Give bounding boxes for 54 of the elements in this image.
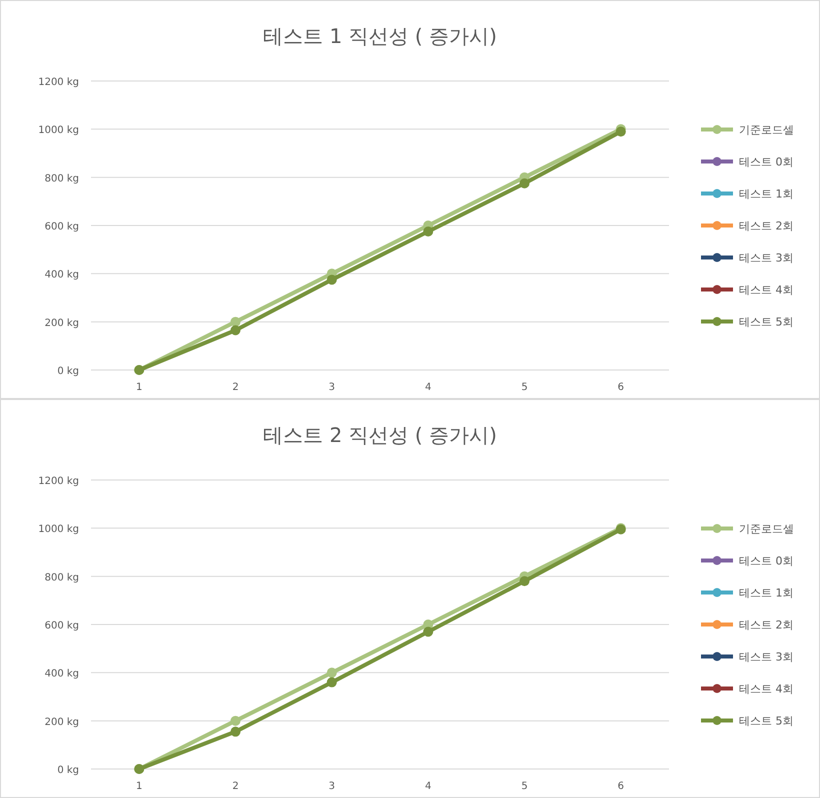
- y-tick-label: 600 kg: [44, 620, 79, 632]
- legend-label: 테스트 5회: [739, 714, 794, 728]
- point: [230, 316, 240, 327]
- legend-label: 테스트 4회: [739, 682, 794, 696]
- y-tick-label: 200 kg: [44, 716, 79, 728]
- chart-title: 테스트 2 직선성 ( 증가시): [263, 423, 497, 447]
- x-tick-label: 1: [136, 781, 142, 792]
- y-tick-label: 200 kg: [44, 318, 79, 329]
- point: [616, 126, 626, 137]
- legend-label: 테스트 4회: [739, 284, 794, 296]
- legend-label: 테스트 5회: [739, 316, 794, 328]
- legend-label: 테스트 3회: [739, 650, 794, 664]
- y-tick-label: 1200 kg: [38, 476, 79, 487]
- chart-title: 테스트 1 직선성 ( 증가시): [263, 24, 497, 48]
- x-tick-label: 5: [521, 382, 528, 393]
- y-tick-label: 0 kg: [57, 765, 79, 776]
- point: [230, 726, 240, 737]
- point: [230, 716, 240, 726]
- point: [326, 677, 337, 688]
- x-tick-label: 4: [424, 781, 432, 792]
- x-tick-label: 4: [424, 382, 432, 393]
- y-tick-label: 400 kg: [44, 668, 79, 680]
- y-tick-label: 800 kg: [44, 173, 79, 184]
- point: [520, 178, 530, 188]
- point: [326, 274, 337, 285]
- x-tick-label: 1: [136, 382, 142, 393]
- point: [326, 668, 337, 678]
- legend-label: 테스트 1회: [739, 586, 794, 600]
- point: [423, 226, 434, 237]
- point: [423, 626, 434, 637]
- y-tick-label: 1000 kg: [38, 524, 79, 536]
- legend-label: 테스트 2회: [739, 618, 794, 632]
- x-tick-label: 3: [328, 781, 336, 792]
- y-tick-label: 1200 kg: [38, 77, 79, 88]
- x-tick-label: 6: [618, 382, 624, 393]
- legend-label: 테스트 1회: [739, 188, 794, 200]
- legend-label: 테스트 2회: [739, 220, 794, 232]
- legend-label: 테스트 3회: [739, 252, 794, 264]
- point: [520, 576, 530, 586]
- x-tick-label: 5: [521, 781, 528, 792]
- x-tick-label: 2: [232, 781, 239, 792]
- y-tick-label: 1000 kg: [38, 125, 79, 136]
- x-tick-label: 6: [618, 781, 624, 792]
- x-tick-label: 2: [232, 382, 239, 393]
- point: [230, 325, 240, 336]
- legend-label: 기준로드셀: [739, 522, 794, 536]
- legend-label: 테스트 0회: [739, 156, 794, 168]
- y-tick-label: 0 kg: [57, 366, 79, 377]
- y-tick-label: 600 kg: [44, 222, 79, 232]
- x-tick-label: 3: [328, 382, 336, 393]
- legend-label: 테스트 0회: [739, 554, 794, 568]
- y-tick-label: 800 kg: [44, 572, 79, 584]
- y-tick-label: 400 kg: [44, 270, 79, 281]
- legend-label: 기준로드셀: [739, 124, 794, 136]
